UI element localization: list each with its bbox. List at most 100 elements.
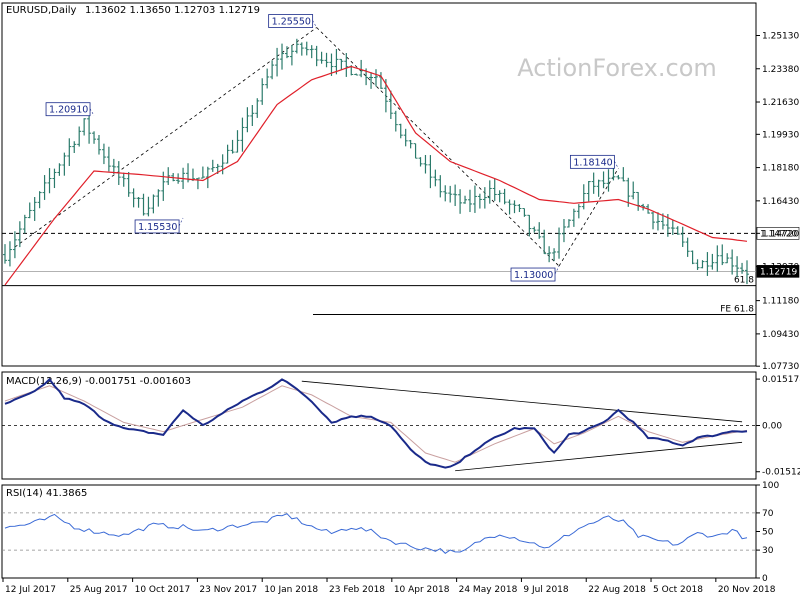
ohlc-bar: [369, 72, 374, 89]
pane-frames: [1, 2, 757, 579]
macd-title: MACD(12,26,9) -0.001751 -0.001603: [6, 376, 191, 387]
annotation-leader: [312, 20, 317, 28]
ohlc-bar: [344, 52, 349, 77]
ohlc-bar: [537, 222, 542, 239]
ohlc-bar: [745, 260, 749, 285]
ohlc-bar: [651, 211, 656, 230]
annotation-leader: [178, 217, 184, 227]
ohlc-bar: [265, 68, 270, 89]
price-tick-label: 1.21630: [762, 98, 799, 108]
price-trendline: [14, 27, 317, 248]
ohlc-bar: [32, 197, 37, 221]
ohlc-bar: [740, 262, 745, 274]
ohlc-bar: [354, 73, 359, 76]
price-tick-label: 1.19930: [762, 130, 799, 140]
ohlc-bar: [472, 185, 477, 213]
ohlc-bar: [507, 199, 512, 215]
ohlc-bar: [146, 196, 151, 217]
ohlc-bar: [522, 208, 527, 217]
ohlc-bar: [82, 118, 87, 136]
price-tick-label: 1.09430: [762, 330, 799, 340]
ohlc-bar: [443, 185, 448, 202]
ohlc-bar: [467, 189, 472, 213]
ohlc-bar: [403, 128, 408, 147]
annotation-label: 1.15530: [138, 222, 177, 233]
ohlc-bar: [458, 189, 463, 214]
ohlc-bar: [547, 246, 552, 263]
chart-symbol: EURUSD,Daily: [6, 5, 77, 16]
ohlc-readout: 1.13602 1.13650 1.12703 1.12719: [85, 5, 260, 16]
ohlc-bar: [92, 131, 97, 144]
x-tick-label: 22 Aug 2018: [588, 585, 646, 595]
ohlc-bar: [720, 244, 725, 266]
ohlc-bar: [680, 226, 685, 247]
ohlc-bar: [581, 184, 586, 210]
x-tick-label: 12 Jul 2017: [5, 585, 56, 595]
watermark: ActionForex.com: [517, 54, 717, 82]
ohlc-bar: [374, 69, 378, 87]
annotation-label: 1.18140: [573, 157, 612, 168]
ohlc-bar: [299, 42, 304, 56]
macd-axis: 0.015178 0.00 -0.015126: [756, 375, 800, 478]
ohlc-bar: [220, 154, 225, 175]
ohlc-bar: [408, 139, 413, 149]
ohlc-bar: [700, 260, 705, 269]
price-tick-label: 1.16430: [762, 197, 799, 207]
ohlc-bar: [542, 229, 547, 255]
ohlc-bar: [591, 172, 596, 194]
ohlc-bar: [136, 197, 141, 208]
ohlc-bar: [200, 166, 205, 179]
x-tick-label: 25 Aug 2017: [70, 585, 128, 595]
price-annotation: 1.15530: [134, 217, 184, 234]
ohlc-bar: [319, 51, 324, 64]
ohlc-bar: [57, 163, 62, 176]
ma-line: [4, 65, 748, 286]
ohlc-bar: [685, 237, 690, 257]
ohlc-bar: [378, 72, 383, 89]
ohlc-bar: [428, 155, 433, 189]
ohlc-bar: [438, 175, 443, 198]
x-tick-label: 20 Nov 2018: [718, 585, 776, 595]
annotation-label: 1.25550: [272, 17, 311, 28]
ohlc-bar: [626, 177, 631, 207]
ohlc-bar: [586, 180, 591, 202]
macd-tick-label: 0.015178: [762, 375, 800, 385]
ohlc-bar: [240, 117, 245, 152]
ohlc-bar: [448, 185, 453, 203]
price-hlines: 1.14720 1.12719 61.8 FE 61.8: [2, 227, 800, 315]
price-label-box: [756, 265, 800, 278]
rsi-axis: 100 70 50 30 0: [756, 481, 779, 584]
ohlc-bar: [561, 218, 566, 243]
price-tick-label: 1.18180: [762, 164, 799, 174]
ohlc-bar: [126, 171, 131, 197]
ohlc-bar: [601, 171, 606, 189]
ohlc-bar: [552, 248, 557, 262]
ohlc-bar: [245, 107, 250, 133]
ohlc-bar: [3, 244, 7, 264]
ohlc-bar: [230, 139, 235, 154]
ohlc-bar: [329, 53, 334, 76]
rsi-levels: [2, 512, 756, 551]
ohlc-bar: [255, 98, 260, 118]
price-tick-label: 1.12970: [762, 263, 799, 273]
ohlc-bar: [715, 245, 720, 272]
ohlc-bar: [695, 259, 700, 270]
annotation-leader: [89, 108, 95, 116]
ohlc-bar: [388, 90, 393, 120]
price-annotation: 1.13000: [510, 265, 560, 282]
ohlc-bar: [17, 221, 22, 248]
ohlc-bar: [502, 188, 507, 205]
rsi-line-path: [4, 513, 748, 554]
ohlc-bar: [710, 253, 715, 270]
ohlc-bar: [284, 46, 289, 59]
price-tick-label: 1.07730: [762, 362, 799, 372]
macd-lines: [4, 377, 748, 469]
macd-zero-line: [2, 380, 756, 472]
ohlc-bar: [621, 167, 626, 182]
ohlc-bar: [512, 200, 517, 214]
ohlc-bar: [27, 202, 32, 219]
price-axis: 1.25130 1.23380 1.21630 1.19930 1.18180 1.164…: [756, 31, 799, 372]
ohlc-bar: [106, 146, 111, 172]
macd-tick-label: -0.015126: [762, 468, 800, 478]
ohlc-bar: [418, 157, 423, 167]
